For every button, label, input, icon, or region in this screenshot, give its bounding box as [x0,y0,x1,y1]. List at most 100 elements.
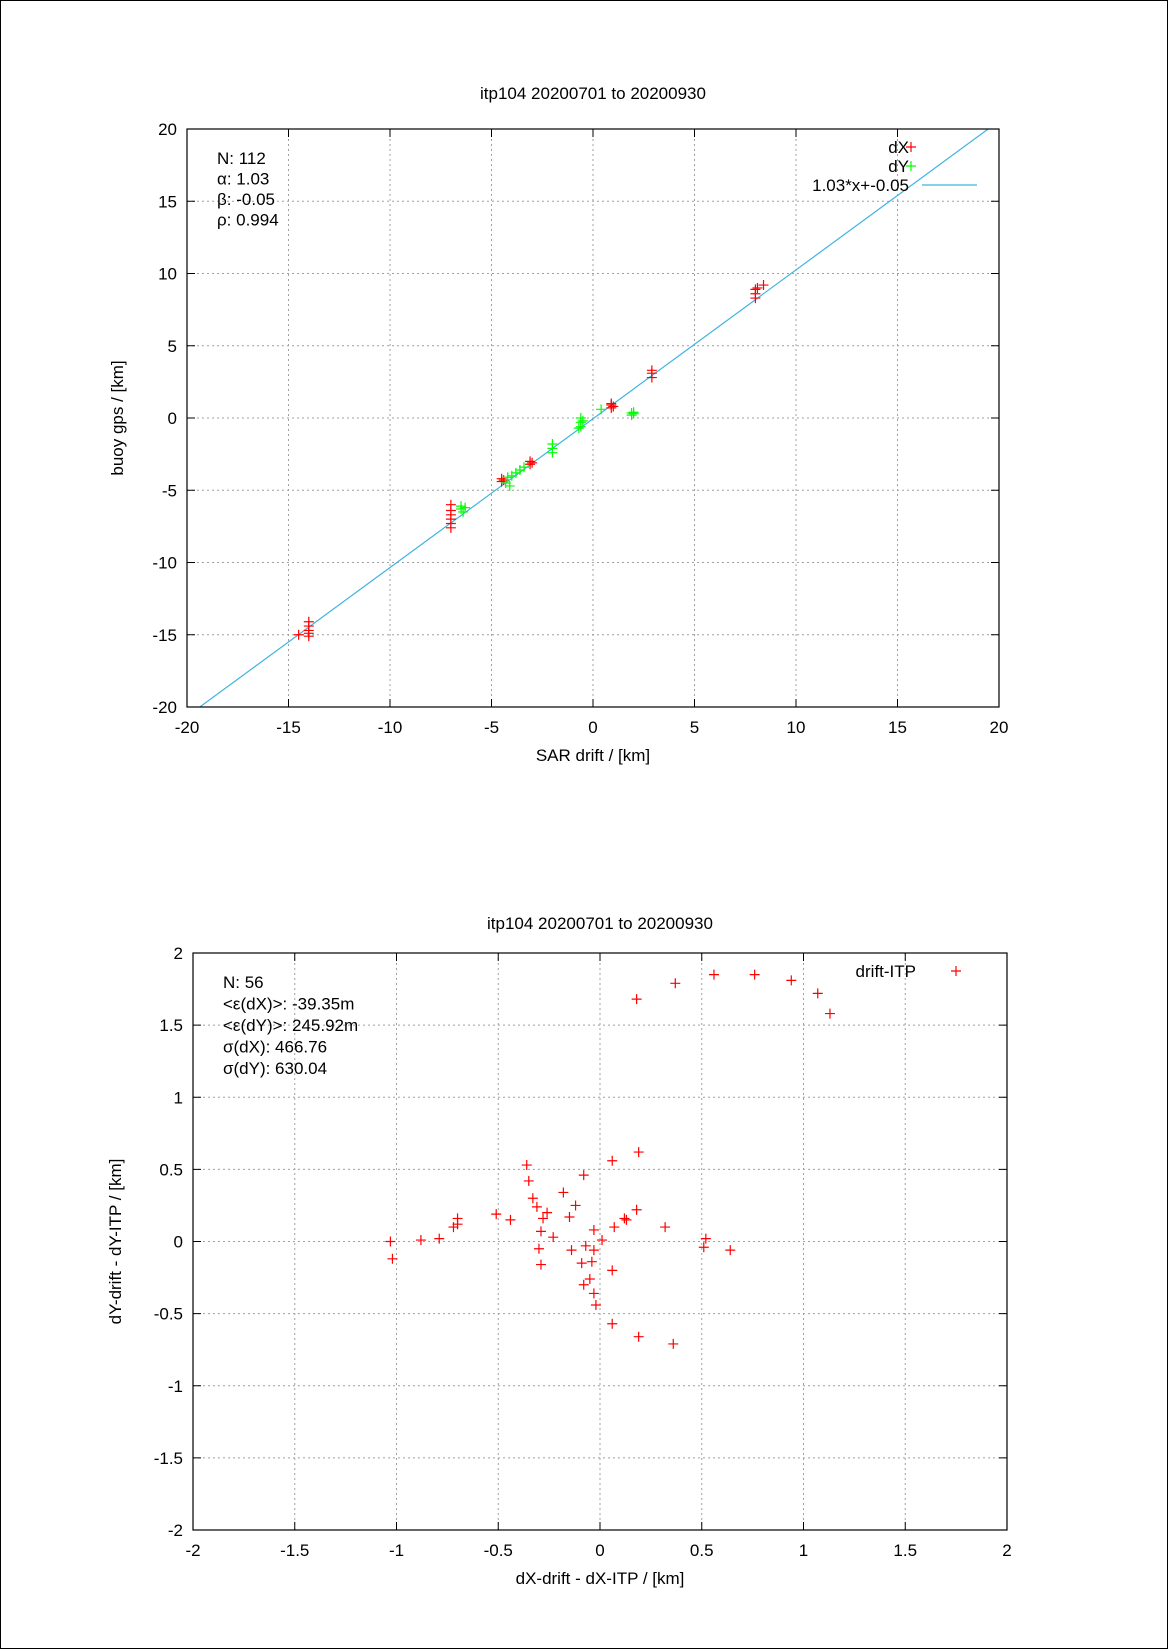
chart-title: itp104 20200701 to 20200930 [480,84,706,103]
y-tick-label: -5 [162,481,177,500]
data-point-drift-itp [824,1008,835,1019]
stats-line: α: 1.03 [217,170,269,189]
data-point-drift-itp [607,1318,618,1329]
drift-error-chart: -2 -1.5 -1 -0.5 0 0.5 1 1.5 2 -2 -1.5 -1 -0.5 0 0.5 1 1.… [106,914,1012,1588]
data-point-drift-itp [584,1274,595,1285]
y-tick-label: 0.5 [159,1160,183,1179]
data-point-drift-itp [607,1155,618,1166]
data-point-drift-itp [558,1187,569,1198]
x-axis-label: dX-drift - dX-ITP / [km] [516,1569,685,1588]
legend-marker [951,966,961,976]
x-tick-label: -2 [185,1541,200,1560]
data-point-dx [758,280,769,291]
data-point-drift-itp [588,1288,599,1299]
data-point-drift-itp [491,1209,502,1220]
data-point-drift-itp [415,1235,426,1246]
data-point-dy [628,407,639,418]
data-point-dx [646,365,657,376]
data-point-drift-itp [588,1224,599,1235]
data-point-drift-itp [588,1245,599,1256]
data-point-drift-itp [668,1338,679,1349]
data-point-drift-itp [535,1259,546,1270]
data-point-drift-itp [387,1253,398,1264]
stats-line: <ε(dY)>: 245.92m [223,1016,358,1035]
stats-line: σ(dX): 466.76 [223,1038,327,1057]
data-point-drift-itp [576,1258,587,1269]
legend-label: 1.03*x+-0.05 [812,176,909,195]
data-point-drift-itp [660,1222,671,1233]
data-point-dx [527,457,538,468]
x-tick-label: 1.5 [893,1541,917,1560]
data-point-dy [504,480,515,491]
data-point-dx [303,631,314,642]
data-point-drift-itp [633,1331,644,1342]
data-point-drift-itp [590,1299,601,1310]
data-point-drift-itp [812,988,823,999]
data-point-drift-itp [527,1193,538,1204]
data-point-dx [496,476,507,487]
legend-label: drift-ITP [856,962,916,981]
y-tick-label: 1.5 [159,1016,183,1035]
x-tick-label: -20 [175,718,200,737]
data-point-drift-itp [749,969,760,980]
y-tick-label: 1 [174,1088,183,1107]
data-point-drift-itp [505,1214,516,1225]
x-tick-label: 2 [1002,1541,1011,1560]
y-axis-label: dY-drift - dY-ITP / [km] [106,1159,125,1325]
y-tick-label: 10 [158,265,177,284]
data-point-drift-itp [607,1265,618,1276]
data-point-dy [596,404,607,415]
data-point-drift-itp [521,1160,532,1171]
x-tick-label: 1 [799,1541,808,1560]
x-tick-label: -1.5 [280,1541,309,1560]
data-point-dx [445,522,456,533]
stats-line: ρ: 0.994 [217,211,279,230]
y-tick-label: 0 [168,409,177,428]
y-tick-label: -2 [168,1521,183,1540]
data-point-dy [575,421,586,432]
x-tick-label: -10 [378,718,403,737]
stats-line: N: 56 [223,973,264,992]
plot-frame [192,952,1008,1531]
stats-line: N: 112 [217,149,266,168]
x-tick-label: 10 [787,718,806,737]
y-tick-label: 20 [158,120,177,139]
data-point-drift-itp [786,975,797,986]
y-tick-label: -1.5 [154,1449,183,1468]
legend-label: dX [888,138,909,157]
x-tick-label: 20 [990,718,1009,737]
y-tick-label: -0.5 [154,1305,183,1324]
data-point-drift-itp [700,1233,711,1244]
data-point-drift-itp [578,1279,589,1290]
data-point-dx [608,401,619,412]
data-point-dx [525,459,536,470]
stats-line: <ε(dX)>: -39.35m [223,995,354,1014]
data-point-dx [750,284,761,295]
y-tick-label: 0 [174,1233,183,1252]
data-point-dy [518,462,529,473]
data-point-drift-itp [542,1207,553,1218]
data-point-drift-itp [619,1213,630,1224]
data-point-drift-itp [708,969,719,980]
legend-label: dY [888,157,909,176]
data-point-drift-itp [633,1147,644,1158]
x-tick-label: -15 [276,718,301,737]
data-point-drift-itp [533,1243,544,1254]
data-point-dx [606,398,617,409]
data-point-drift-itp [609,1222,620,1233]
fit-line [198,129,990,707]
data-point-drift-itp [452,1219,463,1230]
data-point-drift-itp [538,1213,549,1224]
data-point-drift-itp [564,1211,575,1222]
data-point-dx [293,629,304,640]
x-tick-label: 0 [588,718,597,737]
data-point-drift-itp [566,1245,577,1256]
data-point-drift-itp [531,1201,542,1212]
data-point-drift-itp [670,978,681,989]
data-point-dy [547,447,558,458]
data-point-drift-itp [698,1242,709,1253]
x-tick-label: -5 [484,718,499,737]
data-point-drift-itp [597,1235,608,1246]
data-point-drift-itp [725,1245,736,1256]
data-point-drift-itp [631,1204,642,1215]
